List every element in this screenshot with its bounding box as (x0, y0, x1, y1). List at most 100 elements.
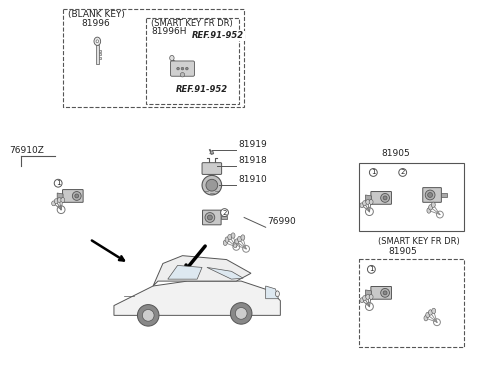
FancyBboxPatch shape (423, 188, 441, 202)
Polygon shape (96, 45, 98, 64)
Ellipse shape (235, 308, 247, 319)
Polygon shape (365, 290, 372, 296)
Text: 1: 1 (369, 266, 373, 272)
Bar (146, 18, 239, 104)
Polygon shape (98, 53, 101, 55)
Ellipse shape (427, 208, 431, 213)
Text: 81919: 81919 (238, 140, 267, 149)
Text: 81905: 81905 (388, 247, 417, 256)
Ellipse shape (207, 215, 212, 220)
Ellipse shape (52, 201, 56, 206)
Ellipse shape (186, 67, 188, 70)
Text: (BLANK KEY): (BLANK KEY) (68, 10, 125, 19)
Bar (359, 259, 464, 347)
Ellipse shape (230, 303, 252, 324)
Polygon shape (210, 151, 214, 154)
Ellipse shape (276, 291, 279, 297)
Ellipse shape (181, 67, 184, 70)
Ellipse shape (58, 198, 61, 202)
Polygon shape (441, 193, 447, 197)
Polygon shape (365, 195, 372, 201)
Ellipse shape (424, 315, 428, 321)
Ellipse shape (202, 175, 222, 195)
Ellipse shape (228, 235, 232, 240)
Ellipse shape (369, 200, 373, 204)
Ellipse shape (426, 312, 430, 318)
Circle shape (370, 169, 377, 176)
Ellipse shape (94, 37, 101, 45)
Ellipse shape (225, 237, 229, 242)
Text: 76990: 76990 (268, 217, 296, 226)
Text: REF.91-952: REF.91-952 (176, 85, 228, 94)
Text: 1: 1 (56, 180, 60, 186)
Ellipse shape (425, 190, 435, 200)
Text: 81918: 81918 (238, 156, 267, 164)
Text: 81996: 81996 (82, 19, 110, 27)
Polygon shape (221, 216, 227, 219)
Ellipse shape (72, 192, 81, 200)
Ellipse shape (432, 202, 435, 207)
Ellipse shape (143, 310, 154, 321)
FancyBboxPatch shape (371, 192, 391, 204)
Ellipse shape (238, 236, 241, 242)
Ellipse shape (61, 198, 65, 202)
Text: (SMART KEY FR DR): (SMART KEY FR DR) (378, 237, 460, 246)
Circle shape (180, 73, 185, 77)
FancyBboxPatch shape (371, 286, 391, 299)
Polygon shape (57, 193, 63, 199)
Ellipse shape (223, 240, 227, 245)
Polygon shape (207, 267, 243, 279)
Polygon shape (265, 286, 278, 299)
Text: 81905: 81905 (381, 149, 410, 158)
Ellipse shape (96, 40, 98, 43)
Ellipse shape (429, 205, 432, 210)
Ellipse shape (75, 194, 79, 198)
Ellipse shape (170, 55, 174, 61)
Circle shape (54, 179, 62, 187)
Text: 76910Z: 76910Z (9, 146, 44, 155)
Text: 2: 2 (222, 210, 227, 216)
Bar (63, 9, 244, 107)
FancyBboxPatch shape (203, 210, 221, 225)
Circle shape (221, 209, 228, 216)
Ellipse shape (381, 288, 389, 297)
Ellipse shape (137, 305, 159, 326)
Text: REF.91-952: REF.91-952 (192, 31, 244, 40)
Ellipse shape (381, 194, 389, 202)
Ellipse shape (235, 239, 239, 244)
Text: 81996H: 81996H (151, 27, 187, 36)
Ellipse shape (54, 199, 58, 204)
Polygon shape (168, 265, 202, 279)
Text: (SMART KEY FR DR): (SMART KEY FR DR) (151, 19, 233, 27)
Ellipse shape (429, 310, 432, 315)
Ellipse shape (177, 67, 180, 70)
Ellipse shape (362, 296, 366, 301)
Ellipse shape (205, 212, 215, 223)
Bar (359, 163, 464, 231)
Polygon shape (98, 57, 101, 59)
FancyBboxPatch shape (170, 61, 194, 76)
Ellipse shape (383, 196, 387, 200)
Ellipse shape (360, 203, 364, 208)
FancyBboxPatch shape (62, 190, 83, 202)
FancyBboxPatch shape (202, 163, 222, 175)
Ellipse shape (233, 242, 237, 247)
Ellipse shape (241, 235, 245, 240)
Polygon shape (114, 281, 280, 315)
Circle shape (399, 169, 407, 176)
Ellipse shape (369, 295, 373, 300)
Ellipse shape (366, 295, 370, 300)
Ellipse shape (360, 298, 364, 303)
Ellipse shape (362, 201, 366, 205)
Text: 1: 1 (371, 170, 375, 175)
Circle shape (368, 265, 375, 273)
Ellipse shape (366, 200, 370, 204)
Text: 81910: 81910 (238, 175, 267, 184)
Ellipse shape (428, 192, 432, 197)
Ellipse shape (206, 179, 218, 191)
Text: 2: 2 (400, 170, 405, 175)
Ellipse shape (432, 308, 436, 313)
Polygon shape (153, 256, 251, 286)
Ellipse shape (231, 233, 235, 238)
Ellipse shape (383, 291, 387, 295)
